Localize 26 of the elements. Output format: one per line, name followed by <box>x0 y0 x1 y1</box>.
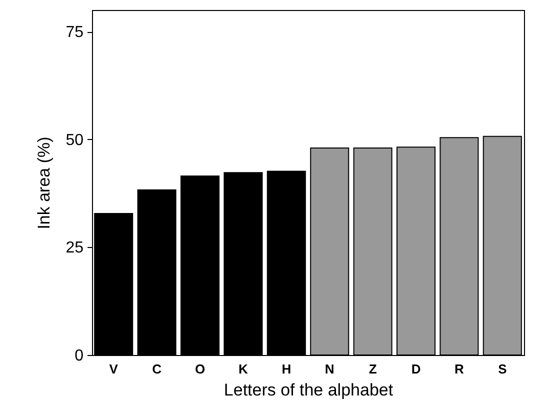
bar <box>482 136 522 356</box>
y-tick-label: 75 <box>66 24 84 42</box>
y-tick-label: 0 <box>74 348 84 364</box>
y-tick-label: 50 <box>66 132 84 149</box>
x-tick-label: N <box>324 362 334 376</box>
x-tick-label: O <box>194 362 206 376</box>
y-axis-title: Ink area (%) <box>34 136 54 230</box>
x-tick-label: K <box>238 362 249 376</box>
bar <box>224 172 263 356</box>
x-axis-title: Letters of the alphabet <box>224 380 394 400</box>
x-tick-label: R <box>454 362 465 376</box>
bar <box>440 137 479 356</box>
x-tick-label: S <box>498 362 508 376</box>
x-tick-label: Z <box>368 362 377 376</box>
bar <box>310 148 350 356</box>
bar <box>266 170 306 356</box>
bar <box>137 189 176 356</box>
bar <box>180 176 220 356</box>
x-tick-label: D <box>411 362 421 376</box>
bar <box>94 213 134 356</box>
x-tick-label: V <box>109 362 118 376</box>
y-tick-label: 25 <box>66 240 84 257</box>
bar <box>396 146 436 356</box>
x-tick-label: C <box>152 362 162 376</box>
x-tick-label: H <box>282 362 292 376</box>
bar <box>353 148 392 356</box>
